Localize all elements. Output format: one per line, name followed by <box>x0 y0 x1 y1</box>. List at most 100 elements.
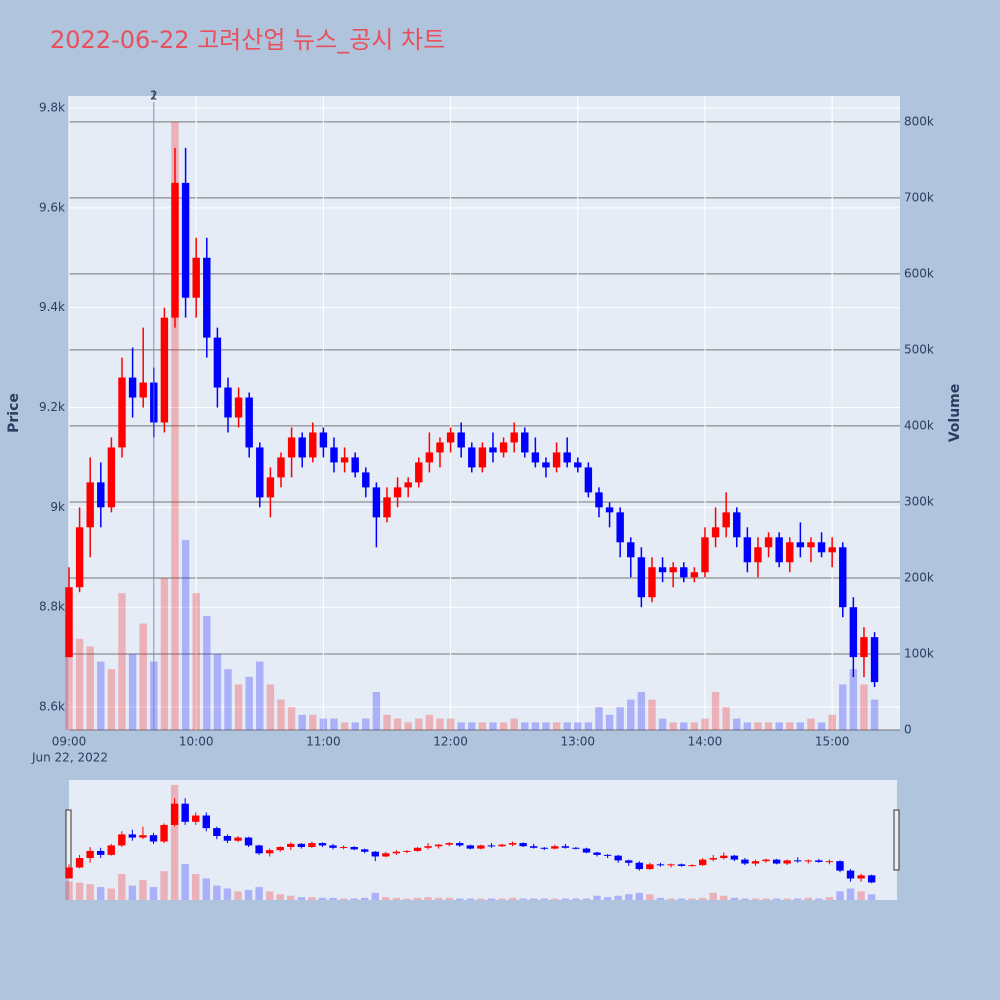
candle-body <box>839 547 847 608</box>
mini-volume-bar <box>434 897 443 900</box>
mini-candle-body <box>213 828 221 836</box>
mini-volume-bar <box>646 894 654 900</box>
mini-volume-bar <box>867 894 876 900</box>
y2-tick-label: 600k <box>904 266 934 280</box>
volume-bar <box>309 714 317 730</box>
candle-body <box>415 462 423 483</box>
mini-candle-body <box>582 848 591 853</box>
volume-bar <box>425 714 434 730</box>
candle-body <box>711 527 720 538</box>
candle-body <box>807 542 815 548</box>
volume-bar <box>521 722 529 730</box>
volume-bar <box>245 676 253 730</box>
mini-candle-body <box>804 860 812 862</box>
mini-volume-bar <box>582 898 591 900</box>
mini-candle-body <box>635 862 644 870</box>
candle-body <box>680 567 688 578</box>
mini-volume-bar <box>128 885 137 900</box>
mini-volume-bar <box>287 895 295 900</box>
mini-candle-body <box>244 837 253 846</box>
volume-bar <box>415 718 423 730</box>
volume-bar <box>680 722 688 730</box>
mini-volume-bar <box>96 887 105 900</box>
mini-candle-body <box>434 844 443 847</box>
mini-candle-body <box>86 850 94 859</box>
mini-volume-bar <box>139 879 147 900</box>
candle-body <box>817 542 826 553</box>
mini-candle-body <box>720 855 728 859</box>
volume-bar <box>436 718 444 730</box>
range-handle-right[interactable] <box>893 809 900 871</box>
mini-volume-bar <box>329 897 337 900</box>
y-tick-label: 9k <box>50 500 65 514</box>
volume-bar <box>510 718 518 730</box>
candle-body <box>796 542 805 548</box>
candle-body <box>446 432 455 443</box>
volume-bar <box>298 714 306 730</box>
candle-body <box>701 537 709 573</box>
y2-tick-label: 300k <box>904 494 934 508</box>
mini-volume-bar <box>255 887 263 900</box>
candle-body <box>510 432 518 443</box>
mini-volume-bar <box>339 898 348 900</box>
candle-body <box>309 432 317 458</box>
volume-bar <box>817 722 826 730</box>
mini-volume-bar <box>350 898 358 900</box>
mini-volume-bar <box>297 897 306 900</box>
candle-body <box>849 607 858 658</box>
volume-bar <box>584 722 593 730</box>
volume-bar <box>478 722 487 730</box>
mini-candle-body <box>139 835 147 838</box>
x-date-label: Jun 22, 2022 <box>31 751 108 765</box>
range-slider[interactable] <box>69 780 897 900</box>
candle-body <box>97 482 105 508</box>
candle-body <box>616 512 624 543</box>
volume-bar <box>234 684 243 730</box>
mini-candle-body <box>867 875 876 883</box>
mini-volume-bar <box>361 897 369 900</box>
y2-tick-label: 0 <box>904 723 912 737</box>
volume-bar <box>181 539 190 730</box>
volume-bar <box>86 646 94 730</box>
y-tick-label: 9.4k <box>39 300 65 314</box>
volume-bar <box>319 718 328 730</box>
candle-body <box>266 477 275 498</box>
mini-candle-body <box>96 850 105 855</box>
mini-volume-bar <box>424 897 432 900</box>
mini-candle-body <box>382 853 390 857</box>
volume-bar <box>65 631 73 730</box>
candle-body <box>383 497 391 518</box>
candle-body <box>330 447 338 463</box>
candle-body <box>648 567 656 598</box>
mini-candle-body <box>445 843 453 845</box>
mini-candle-body <box>149 835 158 842</box>
volume-bar <box>764 722 773 730</box>
volume-bar <box>849 669 858 730</box>
volume-bar <box>489 722 497 730</box>
mini-volume-bar <box>477 898 485 900</box>
candle-body <box>627 542 635 558</box>
candle-body <box>171 182 179 318</box>
mini-candle-body <box>614 855 622 861</box>
volume-bar <box>256 661 264 730</box>
x-tick-label: 10:00 <box>179 735 214 749</box>
mini-volume-bar <box>741 898 749 900</box>
volume-bar <box>627 699 635 730</box>
mini-candle-body <box>424 846 432 848</box>
mini-candle-body <box>698 859 707 866</box>
range-handle-left[interactable] <box>65 809 72 871</box>
mini-volume-bar <box>572 898 580 900</box>
y2-axis-title: Volume <box>947 384 963 443</box>
mini-candle-body <box>762 859 770 862</box>
candle-body <box>192 257 200 298</box>
volume-bar <box>563 722 571 730</box>
y-tick-label: 8.8k <box>39 600 65 614</box>
mini-volume-bar <box>540 898 548 900</box>
mini-volume-bar <box>456 898 464 900</box>
volume-bar <box>658 718 667 730</box>
volume-bar <box>287 707 296 730</box>
volume-bar <box>743 722 752 730</box>
mini-candle-body <box>772 859 781 864</box>
